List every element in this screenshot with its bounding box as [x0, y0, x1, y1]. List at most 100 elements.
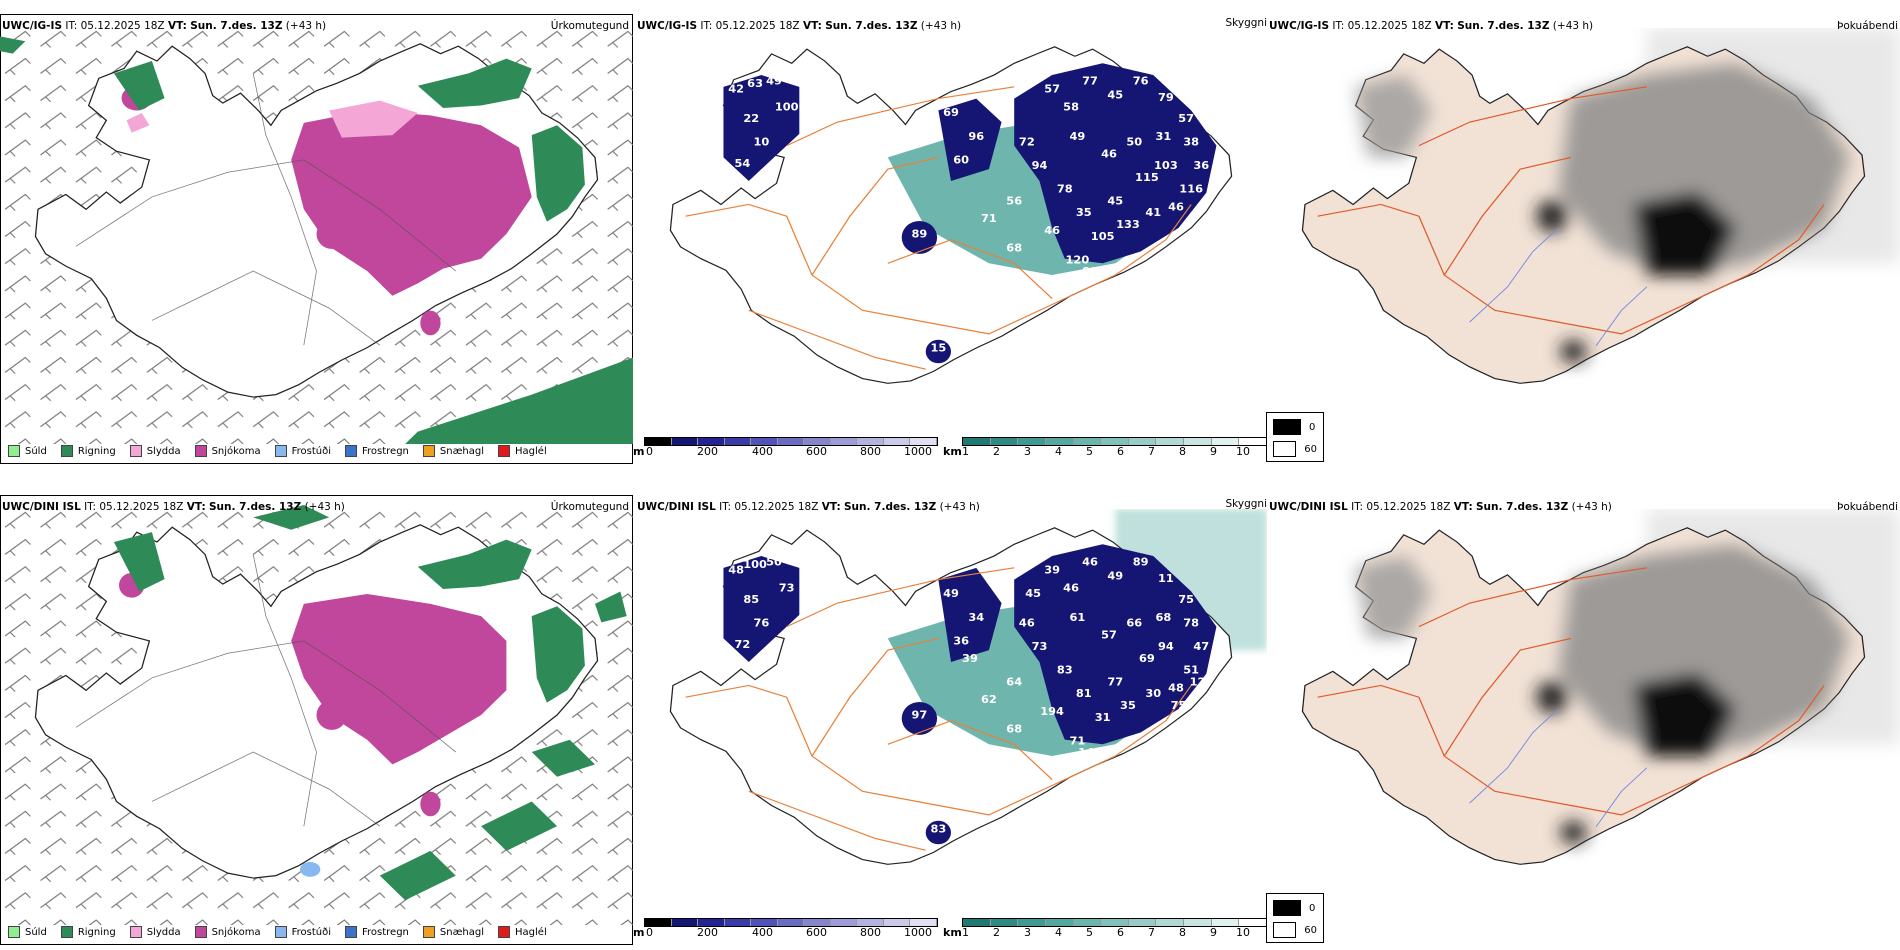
legend-swatch	[60, 445, 73, 457]
colorbar-cell	[910, 438, 938, 445]
elevation-tick: 600	[806, 445, 827, 458]
colorbar-cell	[1101, 919, 1129, 926]
elevation-tick: 1000	[904, 926, 932, 939]
visibility-value: 54	[735, 157, 751, 170]
visibility-tick: 6	[1117, 445, 1124, 458]
visibility-value: 46	[1101, 148, 1117, 161]
colorbar-cell	[883, 438, 911, 445]
legend-swatch	[194, 926, 207, 938]
visibility-colorbar-row1: km 1 2 3 4 5 6 7 8 9 10	[943, 437, 1268, 461]
visibility-tick: 6	[1117, 926, 1124, 939]
legend-swatch	[274, 445, 287, 457]
fog-legend-item: 0	[1273, 900, 1317, 916]
visibility-tick: 9	[1210, 445, 1217, 458]
elevation-unit: m	[633, 445, 645, 458]
visibility-value: 75	[1171, 699, 1187, 712]
legend-item: Snjókoma	[194, 445, 261, 457]
fog-title-row1: Þokuábendi	[1837, 20, 1898, 32]
colorbar-cell	[1045, 438, 1074, 445]
precip-map-row2	[0, 505, 633, 925]
visibility-value: 75	[1178, 593, 1194, 606]
legend-item: Frostúði	[274, 926, 331, 938]
visibility-value: 51	[1183, 664, 1199, 677]
visibility-tick: 7	[1148, 445, 1155, 458]
colorbar-cell	[751, 438, 778, 445]
visibility-value: 68	[1006, 723, 1022, 736]
legend-swatch	[194, 445, 207, 457]
visibility-value: 45	[1025, 588, 1041, 601]
visibility-value: 78	[1057, 183, 1073, 196]
visibility-value: 194	[1040, 705, 1064, 718]
rain-area	[0, 36, 633, 444]
elevation-tick: 800	[860, 926, 881, 939]
legend-item: Frostregn	[345, 926, 409, 938]
visibility-value: 94	[1032, 160, 1048, 173]
visibility-value: 105	[1091, 230, 1115, 243]
sleet-area	[126, 100, 418, 138]
legend-item: Snjókoma	[194, 926, 261, 938]
visibility-value: 73	[1032, 641, 1048, 654]
visibility-value: 63	[747, 77, 763, 90]
elevation-unit: m	[633, 926, 645, 939]
visibility-value: 61	[1069, 611, 1085, 624]
visibility-header-row2: UWC/DINI ISL IT: 05.12.2025 18Z VT: Sun.…	[637, 501, 980, 513]
visibility-tick: 2	[993, 926, 1000, 939]
visibility-value: 39	[962, 652, 978, 665]
precip-header-row1: UWC/IG-IS IT: 05.12.2025 18Z VT: Sun. 7.…	[2, 20, 327, 32]
visibility-value: 35	[1076, 207, 1092, 220]
visibility-value: 46	[1063, 582, 1079, 595]
colorbar-cell	[1128, 438, 1157, 445]
precip-legend-row2: Súld Rigning Slydda Snjókoma Frostúði Fr…	[0, 921, 553, 943]
visibility-value: 72	[1019, 136, 1035, 149]
colorbar-cell	[990, 438, 1019, 445]
visibility-value: 10	[753, 136, 769, 149]
visibility-tick: 7	[1148, 926, 1155, 939]
visibility-tick: 5	[1086, 926, 1093, 939]
visibility-value: 120	[1066, 254, 1090, 267]
visibility-value: 103	[1154, 160, 1178, 173]
visibility-value: 39	[1044, 564, 1060, 577]
colorbar-cell	[1156, 438, 1185, 445]
colorbar-cell	[1073, 438, 1102, 445]
visibility-value: 49	[766, 75, 782, 88]
legend-swatch	[8, 445, 20, 457]
visibility-value: 132	[699, 699, 723, 712]
legend-swatch	[498, 926, 511, 938]
legend-swatch	[8, 926, 20, 938]
legend-item: Haglél	[498, 445, 547, 457]
visibility-value: 100	[743, 558, 767, 571]
visibility-value: 66	[1126, 617, 1142, 630]
elevation-tick: 200	[697, 445, 718, 458]
elevation-colorbar-strip	[644, 437, 938, 446]
colorbar-cell	[645, 438, 672, 445]
visibility-value: 58	[1063, 101, 1079, 114]
visibility-value: 11	[1158, 572, 1174, 585]
legend-swatch	[498, 445, 511, 457]
elevation-tick: 1000	[904, 445, 932, 458]
precip-map-row1	[0, 24, 633, 444]
visibility-value: 47	[1193, 641, 1209, 654]
colorbar-cell	[777, 438, 805, 445]
fog-roads	[1317, 86, 1825, 335]
visibility-tick: 1	[962, 926, 969, 939]
visibility-colorbar-strip	[962, 437, 1268, 446]
visibility-value: 62	[981, 693, 997, 706]
colorbar-cell	[751, 919, 778, 926]
colorbar-cell	[963, 438, 991, 445]
visibility-value: 85	[743, 593, 759, 606]
visibility-value: 77	[1107, 676, 1123, 689]
visibility-map-row1: 42 63 491002210546996605758774576795749465…	[669, 46, 1233, 384]
fog-legend-row2: 0 60	[1266, 893, 1324, 943]
visibility-value: 46	[1019, 617, 1035, 630]
visibility-value: 77	[1082, 75, 1098, 88]
precip-title-row1: Úrkomutegund	[550, 20, 629, 32]
precip-panel-row2: UWC/DINI ISL IT: 05.12.2025 18Z VT: Sun.…	[0, 495, 633, 945]
visibility-tick: 10	[1236, 926, 1250, 939]
visibility-tick: 9	[1210, 926, 1217, 939]
visibility-tick: 8	[1179, 445, 1186, 458]
visibility-panel-row1: 42 63 49 100 22 10 54 69 96 60 57 58 77 45 76 79 57 49 46 5…	[635, 14, 1267, 464]
elevation-tick: 800	[860, 445, 881, 458]
visibility-colorbar-row2: km 1 2 3 4 5 6 7 8 9 10	[943, 918, 1268, 942]
legend-swatch	[345, 926, 357, 938]
fog-header-row2: UWC/DINI ISL IT: 05.12.2025 18Z VT: Sun.…	[1269, 501, 1612, 513]
